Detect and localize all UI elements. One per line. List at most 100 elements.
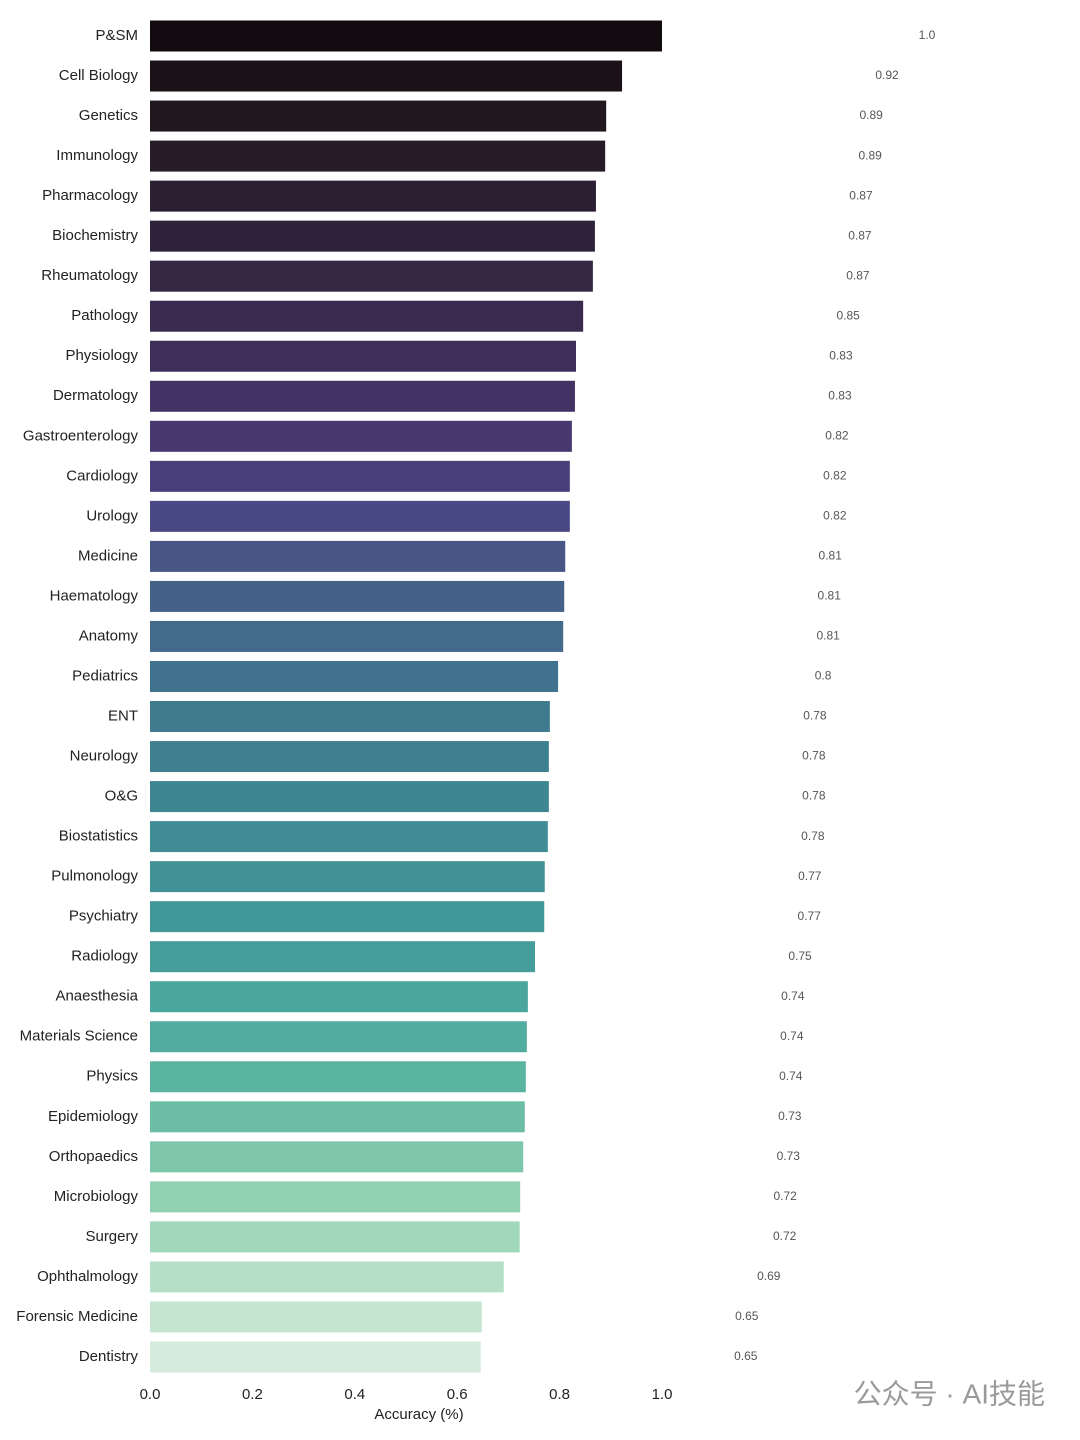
value-label: 0.81 [819,549,843,563]
bar [150,1221,520,1253]
y-tick-label: Genetics [79,107,138,124]
y-tick-label: Urology [86,507,138,524]
bar [150,660,559,692]
bar [150,60,623,92]
y-tick-label: Pediatrics [72,667,138,684]
y-tick-label: Pulmonology [51,868,138,885]
y-tick-label: Gastroenterology [23,427,139,444]
bar [150,941,536,973]
y-tick-label: Haematology [50,587,139,604]
bar [150,540,566,572]
value-label: 0.65 [734,1349,758,1363]
value-label: 0.8 [815,669,832,683]
y-tick-label: ENT [108,707,138,724]
value-label: 0.82 [823,509,847,523]
bar [150,701,550,733]
bar [150,460,570,492]
y-tick-label: O&G [105,788,138,805]
bar [150,1101,525,1133]
x-tick-label: 0.4 [344,1386,365,1403]
y-tick-label: Biochemistry [52,227,138,244]
bar [150,100,607,132]
bar [150,260,593,292]
value-label: 0.74 [780,1029,804,1043]
y-tick-label: Anatomy [79,627,139,644]
y-tick-label: Medicine [78,547,138,564]
value-label: 0.73 [778,1109,802,1123]
bar [150,1181,521,1213]
bar [150,340,576,372]
value-label: 0.74 [781,989,805,1003]
value-label: 0.87 [848,228,872,242]
bar [150,1061,526,1093]
x-axis-label: Accuracy (%) [374,1406,463,1423]
bar [150,1341,481,1373]
value-label: 0.82 [823,469,847,483]
bar [150,20,662,52]
y-tick-label: Surgery [85,1228,138,1245]
value-label: 0.78 [802,789,826,803]
y-tick-label: Rheumatology [41,267,138,284]
value-label: 1.0 [919,28,936,42]
bar [150,580,565,612]
value-label: 0.85 [836,308,860,322]
bar [150,380,575,412]
value-label: 0.81 [817,629,841,643]
bar [150,1301,482,1333]
value-label: 0.78 [803,709,827,723]
bar [150,1261,504,1293]
bar [150,1021,527,1053]
x-tick-label: 1.0 [652,1386,673,1403]
x-tick-label: 0.0 [140,1386,161,1403]
y-tick-label: Psychiatry [69,908,139,925]
bar [150,420,572,452]
x-tick-label: 0.2 [242,1386,263,1403]
bar [150,500,570,532]
y-tick-label: Cardiology [66,467,138,484]
value-label: 0.78 [802,749,826,763]
y-tick-label: Dermatology [53,387,139,404]
value-label: 0.73 [777,1149,801,1163]
bar [150,741,549,773]
value-label: 0.92 [875,68,899,82]
x-tick-label: 0.8 [549,1386,570,1403]
value-label: 0.65 [735,1309,759,1323]
bar [150,861,545,893]
y-tick-label: Cell Biology [59,67,139,84]
bar [150,140,606,172]
y-tick-label: Forensic Medicine [16,1308,138,1325]
bar [150,981,528,1013]
y-tick-label: Epidemiology [48,1108,139,1125]
y-tick-label: Materials Science [20,1028,138,1045]
y-tick-label: Dentistry [79,1348,139,1365]
value-label: 0.83 [828,388,852,402]
value-label: 0.72 [773,1229,797,1243]
y-tick-label: P&SM [95,27,138,44]
value-label: 0.89 [860,108,884,122]
bar [150,620,564,652]
bar [150,300,584,332]
y-tick-label: Pharmacology [42,187,138,204]
value-label: 0.77 [798,909,822,923]
value-label: 0.82 [825,428,849,442]
value-label: 0.87 [846,268,870,282]
value-label: 0.74 [779,1069,803,1083]
value-label: 0.83 [829,348,853,362]
value-label: 0.81 [818,589,842,603]
value-label: 0.72 [773,1189,797,1203]
bar [150,901,545,933]
y-tick-label: Biostatistics [59,828,138,845]
y-tick-label: Neurology [70,748,139,765]
value-label: 0.89 [858,148,882,162]
y-tick-label: Ophthalmology [37,1268,138,1285]
x-tick-label: 0.6 [447,1386,468,1403]
y-tick-label: Physics [86,1068,138,1085]
value-label: 0.77 [798,869,822,883]
value-label: 0.78 [801,829,825,843]
bar [150,781,549,813]
bar [150,220,595,252]
bar [150,1141,524,1173]
y-tick-label: Radiology [71,948,138,965]
watermark: 公众号 · AI技能 [854,1378,1045,1409]
